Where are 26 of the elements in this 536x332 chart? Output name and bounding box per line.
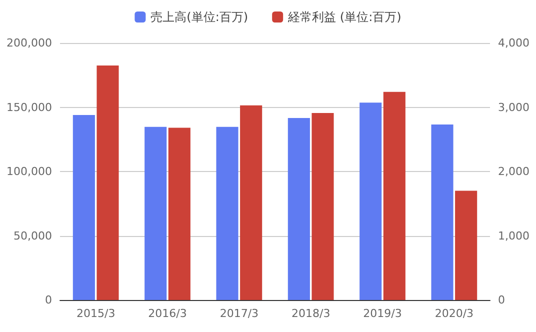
bar <box>288 118 310 300</box>
y2-tick-label: 3,000 <box>498 100 530 114</box>
legend-label: 経常利益 (単位:百万) <box>287 10 402 24</box>
bar <box>96 65 119 300</box>
y2-tick-label: 4,000 <box>498 36 530 50</box>
bar <box>312 113 334 300</box>
x-tick-label: 2018/3 <box>291 307 330 320</box>
y-tick-label: 50,000 <box>14 229 52 242</box>
bar <box>455 190 478 300</box>
bar <box>431 124 454 300</box>
legend-label: 売上高(単位:百万) <box>150 10 248 24</box>
x-tick-label: 2017/3 <box>220 307 259 320</box>
y-tick-label: 150,000 <box>6 100 52 114</box>
bar <box>72 114 95 300</box>
y2-tick-label: 0 <box>498 294 505 306</box>
y2-tick-label: 1,000 <box>498 229 530 242</box>
y-tick-label: 200,000 <box>6 36 52 50</box>
x-tick-label: 2016/3 <box>148 307 187 320</box>
y-tick-label: 0 <box>45 294 52 306</box>
y-tick-label: 100,000 <box>6 165 52 178</box>
x-tick-label: 2020/3 <box>434 307 474 320</box>
bar <box>240 105 262 300</box>
y2-tick-label: 2,000 <box>498 165 530 178</box>
x-tick-label: 2019/3 <box>363 307 402 320</box>
x-tick-label: 2015/3 <box>76 307 116 320</box>
bar <box>216 126 238 300</box>
